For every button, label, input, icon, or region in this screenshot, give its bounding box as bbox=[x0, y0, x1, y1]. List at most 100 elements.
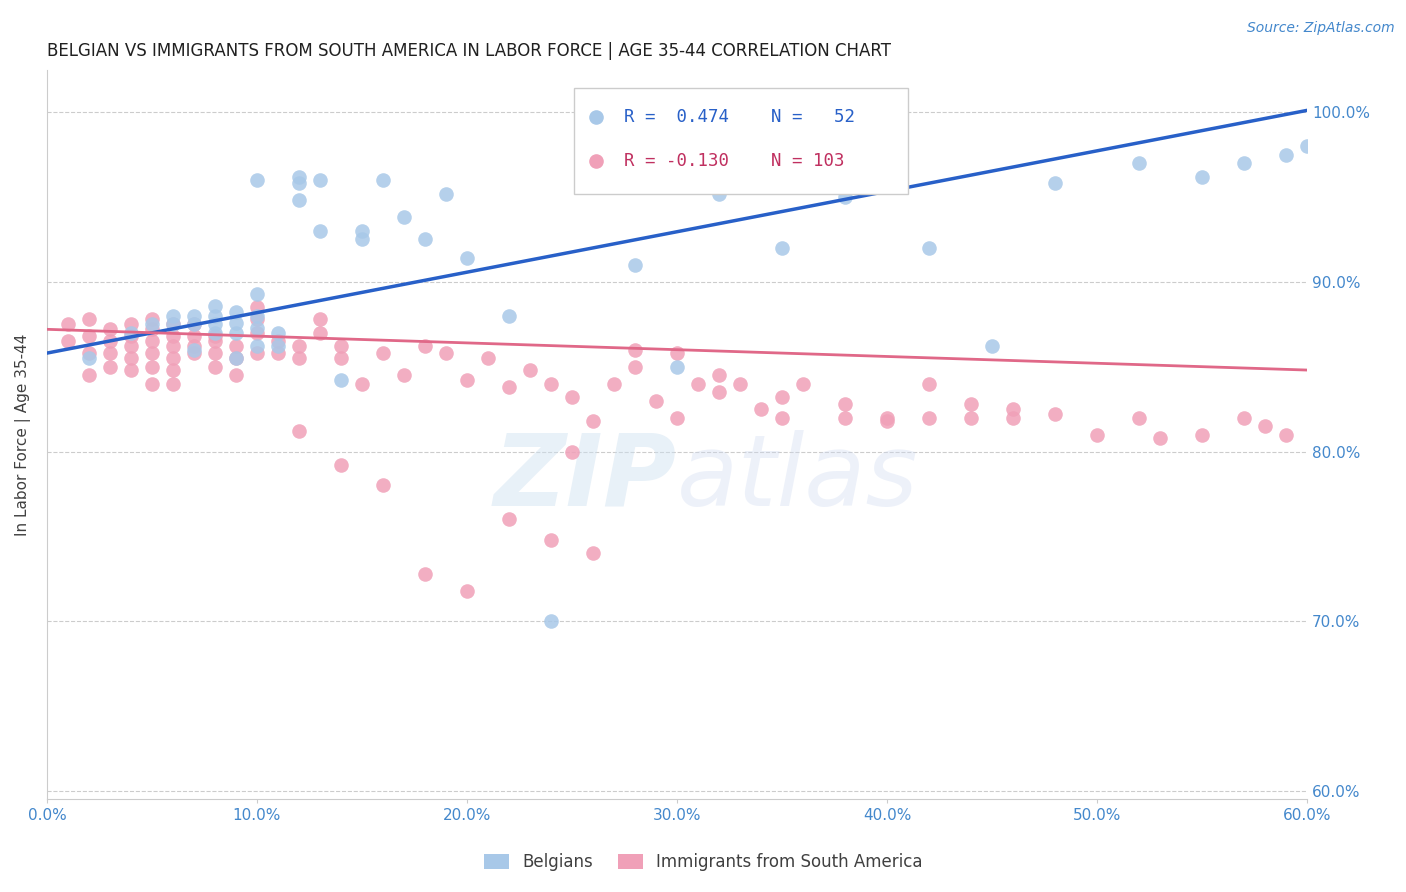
Point bbox=[141, 312, 163, 326]
Point bbox=[330, 351, 353, 366]
Point bbox=[498, 512, 520, 526]
Point bbox=[267, 334, 290, 349]
Point bbox=[1043, 407, 1066, 421]
Point bbox=[204, 334, 226, 349]
Point bbox=[183, 346, 205, 360]
Point bbox=[225, 351, 247, 366]
Point bbox=[582, 546, 605, 560]
Point bbox=[225, 326, 247, 340]
Point bbox=[603, 376, 626, 391]
Point bbox=[288, 351, 311, 366]
Point bbox=[350, 232, 373, 246]
Point bbox=[582, 177, 605, 191]
Point bbox=[1296, 139, 1319, 153]
Point bbox=[267, 339, 290, 353]
Point bbox=[98, 346, 121, 360]
Point bbox=[666, 410, 689, 425]
Point bbox=[183, 317, 205, 331]
Point bbox=[1128, 410, 1150, 425]
Point bbox=[456, 373, 478, 387]
Text: BELGIAN VS IMMIGRANTS FROM SOUTH AMERICA IN LABOR FORCE | AGE 35-44 CORRELATION : BELGIAN VS IMMIGRANTS FROM SOUTH AMERICA… bbox=[46, 42, 891, 60]
Point bbox=[645, 393, 668, 408]
Point bbox=[183, 309, 205, 323]
Point bbox=[77, 312, 100, 326]
Point bbox=[141, 322, 163, 336]
Legend: Belgians, Immigrants from South America: Belgians, Immigrants from South America bbox=[475, 845, 931, 880]
Point bbox=[834, 410, 856, 425]
Point bbox=[582, 414, 605, 428]
Point bbox=[918, 376, 941, 391]
Point bbox=[456, 251, 478, 265]
Point bbox=[1002, 402, 1025, 417]
Point bbox=[246, 326, 269, 340]
Point bbox=[225, 351, 247, 366]
Point bbox=[56, 317, 79, 331]
Point bbox=[77, 346, 100, 360]
Point bbox=[707, 385, 730, 400]
Point bbox=[770, 241, 793, 255]
Point bbox=[540, 533, 562, 547]
Point bbox=[876, 410, 898, 425]
Text: R =  0.474    N =   52: R = 0.474 N = 52 bbox=[624, 108, 855, 126]
Point bbox=[309, 326, 332, 340]
Point bbox=[77, 329, 100, 343]
Point bbox=[225, 305, 247, 319]
Point bbox=[1191, 427, 1213, 442]
Point bbox=[288, 177, 311, 191]
Point bbox=[952, 317, 974, 331]
Point bbox=[204, 359, 226, 374]
Point bbox=[309, 173, 332, 187]
Point bbox=[1254, 419, 1277, 434]
Point bbox=[204, 329, 226, 343]
Point bbox=[162, 351, 184, 366]
Point bbox=[98, 359, 121, 374]
Point bbox=[1233, 410, 1256, 425]
Point bbox=[540, 614, 562, 628]
Point bbox=[204, 346, 226, 360]
Point bbox=[918, 241, 941, 255]
Point bbox=[141, 346, 163, 360]
Point bbox=[98, 322, 121, 336]
Point bbox=[246, 286, 269, 301]
Point bbox=[540, 376, 562, 391]
Point bbox=[413, 566, 436, 581]
Text: R = -0.130    N = 103: R = -0.130 N = 103 bbox=[624, 152, 845, 169]
Text: ZIP: ZIP bbox=[494, 430, 678, 527]
Text: Source: ZipAtlas.com: Source: ZipAtlas.com bbox=[1247, 21, 1395, 35]
Point bbox=[519, 363, 541, 377]
Point bbox=[561, 444, 583, 458]
Point bbox=[434, 186, 457, 201]
Point bbox=[120, 339, 142, 353]
Point bbox=[770, 390, 793, 404]
Point bbox=[120, 326, 142, 340]
Point bbox=[183, 339, 205, 353]
Point bbox=[707, 368, 730, 383]
Point bbox=[1233, 156, 1256, 170]
Point bbox=[952, 215, 974, 229]
Point bbox=[1085, 427, 1108, 442]
Point bbox=[162, 329, 184, 343]
Point bbox=[477, 351, 499, 366]
Point bbox=[77, 368, 100, 383]
Point bbox=[392, 368, 415, 383]
Point bbox=[141, 376, 163, 391]
Point bbox=[371, 173, 394, 187]
Point bbox=[834, 397, 856, 411]
Point bbox=[666, 346, 689, 360]
Point bbox=[960, 410, 983, 425]
Point bbox=[792, 376, 814, 391]
Point bbox=[1191, 169, 1213, 184]
Point bbox=[246, 312, 269, 326]
Point bbox=[371, 346, 394, 360]
Point bbox=[330, 458, 353, 472]
Point bbox=[1128, 156, 1150, 170]
Point bbox=[120, 363, 142, 377]
Point bbox=[413, 339, 436, 353]
Point bbox=[371, 478, 394, 492]
Point bbox=[456, 583, 478, 598]
Point bbox=[981, 339, 1004, 353]
Point bbox=[246, 300, 269, 314]
Point bbox=[624, 343, 647, 357]
Point bbox=[267, 346, 290, 360]
Point bbox=[225, 368, 247, 383]
